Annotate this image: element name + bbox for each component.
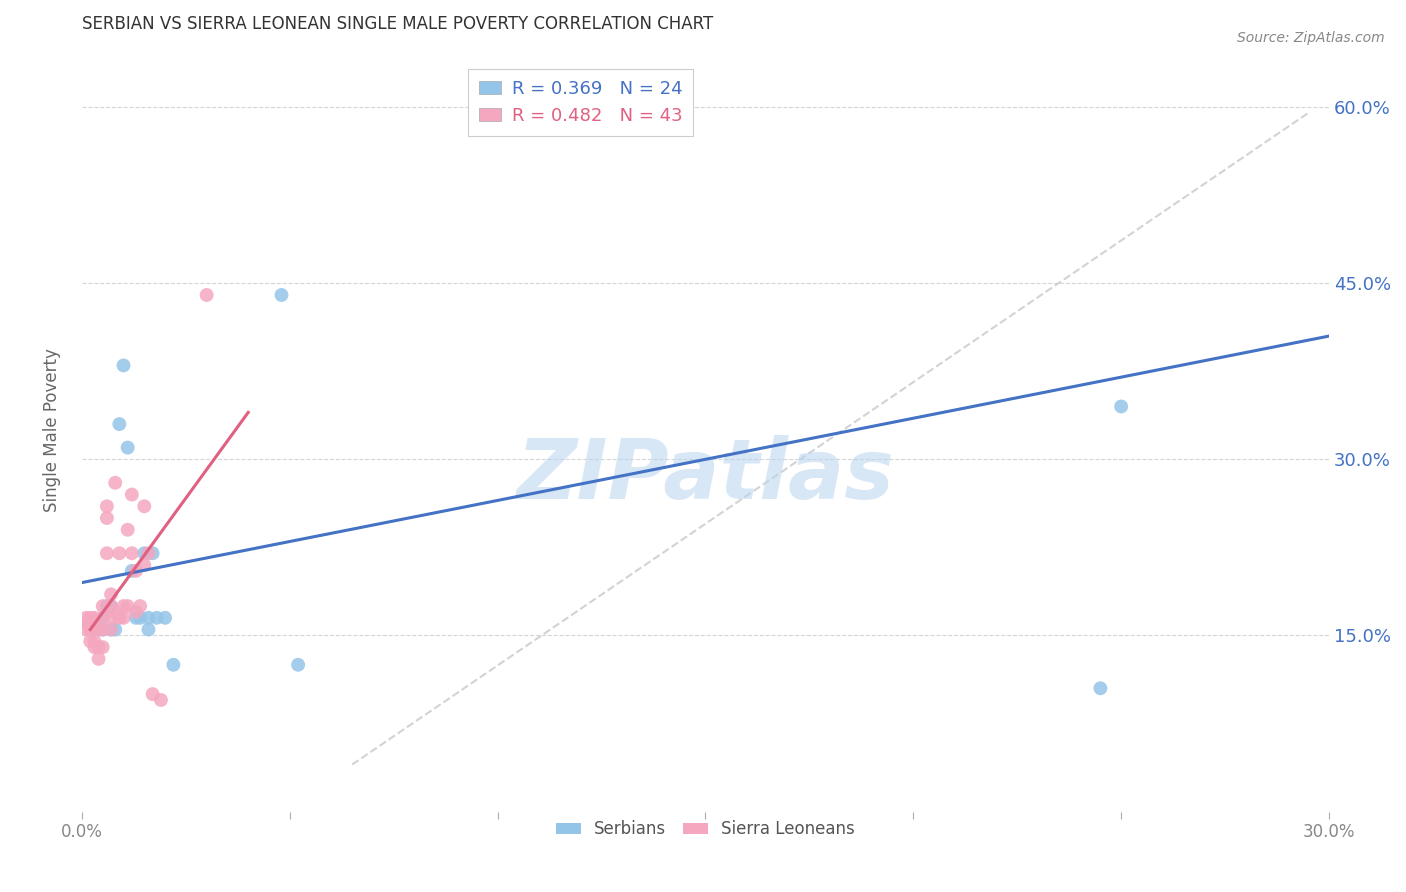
Point bbox=[134, 558, 156, 572]
Point bbox=[108, 546, 131, 560]
Point bbox=[146, 611, 169, 625]
Point bbox=[108, 611, 131, 625]
Point bbox=[91, 599, 114, 613]
Point bbox=[149, 693, 172, 707]
Point bbox=[117, 523, 139, 537]
Point bbox=[96, 500, 118, 514]
Point bbox=[79, 611, 101, 625]
Text: Source: ZipAtlas.com: Source: ZipAtlas.com bbox=[1237, 31, 1385, 45]
Point bbox=[91, 623, 114, 637]
Point bbox=[112, 359, 135, 373]
Point bbox=[87, 640, 110, 655]
Point bbox=[87, 652, 110, 666]
Point bbox=[142, 687, 165, 701]
Point bbox=[117, 441, 139, 455]
Point bbox=[112, 599, 135, 613]
Point bbox=[100, 599, 122, 613]
Point bbox=[134, 500, 156, 514]
Point bbox=[83, 611, 105, 625]
Point bbox=[96, 599, 118, 613]
Point bbox=[121, 487, 143, 501]
Point bbox=[138, 611, 160, 625]
Point bbox=[108, 417, 131, 431]
Point bbox=[117, 599, 139, 613]
Point bbox=[142, 546, 165, 560]
Point bbox=[270, 288, 292, 302]
Point bbox=[91, 611, 114, 625]
Point bbox=[129, 599, 152, 613]
Point bbox=[1109, 400, 1132, 414]
Point bbox=[79, 634, 101, 648]
Point bbox=[153, 611, 176, 625]
Point bbox=[121, 546, 143, 560]
Point bbox=[91, 623, 114, 637]
Point bbox=[75, 611, 97, 625]
Point bbox=[100, 599, 122, 613]
Point bbox=[125, 611, 148, 625]
Point bbox=[121, 564, 143, 578]
Point bbox=[104, 623, 127, 637]
Legend: Serbians, Sierra Leoneans: Serbians, Sierra Leoneans bbox=[550, 814, 862, 845]
Point bbox=[134, 546, 156, 560]
Point bbox=[104, 475, 127, 490]
Point bbox=[100, 623, 122, 637]
Point bbox=[100, 623, 122, 637]
Point bbox=[83, 640, 105, 655]
Point bbox=[96, 546, 118, 560]
Point bbox=[100, 611, 122, 625]
Point bbox=[112, 611, 135, 625]
Point bbox=[287, 657, 309, 672]
Point bbox=[1090, 681, 1112, 696]
Point bbox=[195, 288, 218, 302]
Point bbox=[129, 611, 152, 625]
Point bbox=[87, 623, 110, 637]
Point bbox=[96, 511, 118, 525]
Point bbox=[91, 611, 114, 625]
Point bbox=[75, 616, 97, 631]
Point bbox=[138, 623, 160, 637]
Text: ZIPatlas: ZIPatlas bbox=[516, 435, 894, 516]
Point bbox=[83, 623, 105, 637]
Point bbox=[100, 587, 122, 601]
Text: SERBIAN VS SIERRA LEONEAN SINGLE MALE POVERTY CORRELATION CHART: SERBIAN VS SIERRA LEONEAN SINGLE MALE PO… bbox=[82, 15, 713, 33]
Point bbox=[125, 564, 148, 578]
Point bbox=[138, 546, 160, 560]
Point bbox=[83, 634, 105, 648]
Point bbox=[125, 605, 148, 619]
Point bbox=[162, 657, 184, 672]
Point bbox=[104, 605, 127, 619]
Y-axis label: Single Male Poverty: Single Male Poverty bbox=[44, 348, 60, 512]
Point bbox=[91, 640, 114, 655]
Point bbox=[87, 623, 110, 637]
Point bbox=[75, 623, 97, 637]
Point bbox=[79, 623, 101, 637]
